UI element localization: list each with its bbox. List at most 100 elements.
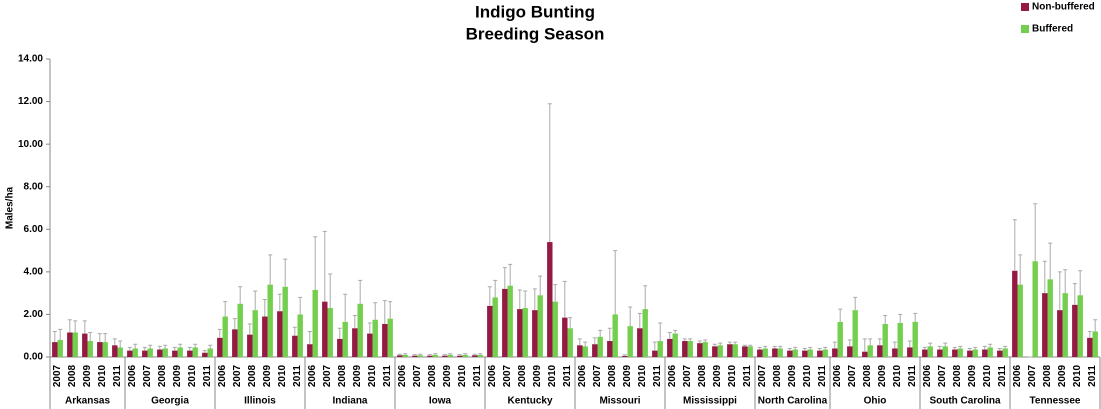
bar [252, 310, 258, 357]
bar [427, 355, 433, 357]
bar [207, 348, 213, 357]
bar [897, 322, 903, 357]
error-bar [172, 346, 177, 351]
error-bar [88, 332, 93, 342]
bar [642, 309, 648, 357]
error-bar [817, 347, 822, 351]
bar [817, 350, 823, 357]
bar [222, 316, 228, 357]
error-bar [712, 343, 717, 347]
error-bar [937, 345, 942, 350]
error-bar [532, 288, 537, 311]
bar [792, 349, 798, 357]
error-bar [1093, 319, 1098, 332]
error-bar [412, 354, 417, 356]
bar [802, 350, 808, 357]
bar [177, 347, 183, 357]
bar [282, 286, 288, 357]
bar [1072, 304, 1078, 357]
error-bar [847, 339, 852, 347]
bar [387, 318, 393, 357]
x-tick-label: 2010 [367, 364, 378, 387]
error-bar [727, 341, 732, 345]
bar [402, 354, 408, 357]
x-tick-label: 2011 [382, 365, 393, 387]
x-tick-label: 2008 [607, 364, 618, 387]
x-tick-label: 2007 [757, 364, 768, 387]
error-bar [1087, 330, 1092, 338]
error-bar [112, 338, 117, 346]
bar [592, 344, 598, 357]
error-bar [547, 103, 552, 243]
y-tick-label: 0.00 [24, 352, 44, 363]
bar [127, 350, 133, 357]
x-tick-label: 2006 [217, 364, 228, 387]
error-bar [622, 354, 627, 356]
bar [442, 355, 448, 357]
bar [567, 328, 573, 357]
error-bar [1003, 345, 1008, 349]
error-bar [358, 279, 363, 304]
error-bar [328, 273, 333, 309]
bar [87, 341, 93, 357]
error-bar [922, 346, 927, 350]
bar [382, 324, 388, 357]
error-bar [787, 347, 792, 351]
error-bar [652, 341, 657, 351]
group-label: Tennessee [1030, 396, 1081, 407]
bar [1057, 310, 1063, 357]
x-tick-label: 2007 [52, 364, 63, 387]
bar [472, 355, 478, 357]
y-tick-label: 10.00 [18, 139, 43, 150]
x-tick-label: 2008 [517, 364, 528, 387]
bar [627, 326, 633, 357]
x-tick-label: 2009 [262, 364, 273, 387]
bar [172, 350, 178, 357]
bar [892, 348, 898, 357]
error-bar [208, 344, 213, 349]
error-bar [1048, 242, 1053, 280]
error-bar [397, 353, 402, 356]
bar [112, 345, 118, 357]
error-bar [142, 346, 147, 351]
bar [807, 349, 813, 357]
error-bar [202, 350, 207, 353]
error-bar [232, 318, 237, 330]
error-bar [307, 330, 312, 345]
error-bar [403, 353, 408, 355]
bar [637, 328, 643, 357]
x-tick-label: 2010 [457, 364, 468, 387]
y-tick-label: 4.00 [24, 266, 44, 277]
x-tick-label: 2009 [1057, 364, 1068, 387]
bar [997, 350, 1003, 357]
error-bar [562, 280, 567, 318]
bar [267, 284, 273, 357]
error-bar [943, 342, 948, 347]
x-tick-label: 2007 [412, 364, 423, 387]
error-bar [457, 354, 462, 356]
error-bar [1072, 283, 1077, 305]
legend-swatch [1021, 25, 1029, 33]
bar [532, 310, 538, 357]
bar [907, 347, 913, 357]
bar [867, 345, 873, 357]
x-tick-label: 2011 [562, 365, 573, 387]
error-bar [442, 354, 447, 356]
x-tick-label: 2006 [832, 364, 843, 387]
bar [987, 347, 993, 357]
x-tick-label: 2007 [847, 364, 858, 387]
bar [622, 355, 628, 357]
error-bar [778, 345, 783, 349]
x-tick-label: 2008 [157, 364, 168, 387]
x-tick-label: 2011 [652, 365, 663, 387]
x-tick-label: 2008 [697, 364, 708, 387]
bar [687, 341, 693, 357]
x-tick-label: 2006 [307, 364, 318, 387]
bar [1017, 284, 1023, 357]
bar [1002, 348, 1008, 357]
bar [747, 346, 753, 357]
error-bar [1042, 260, 1047, 294]
error-bar [607, 327, 612, 342]
bar [327, 308, 333, 357]
bar [322, 301, 328, 357]
